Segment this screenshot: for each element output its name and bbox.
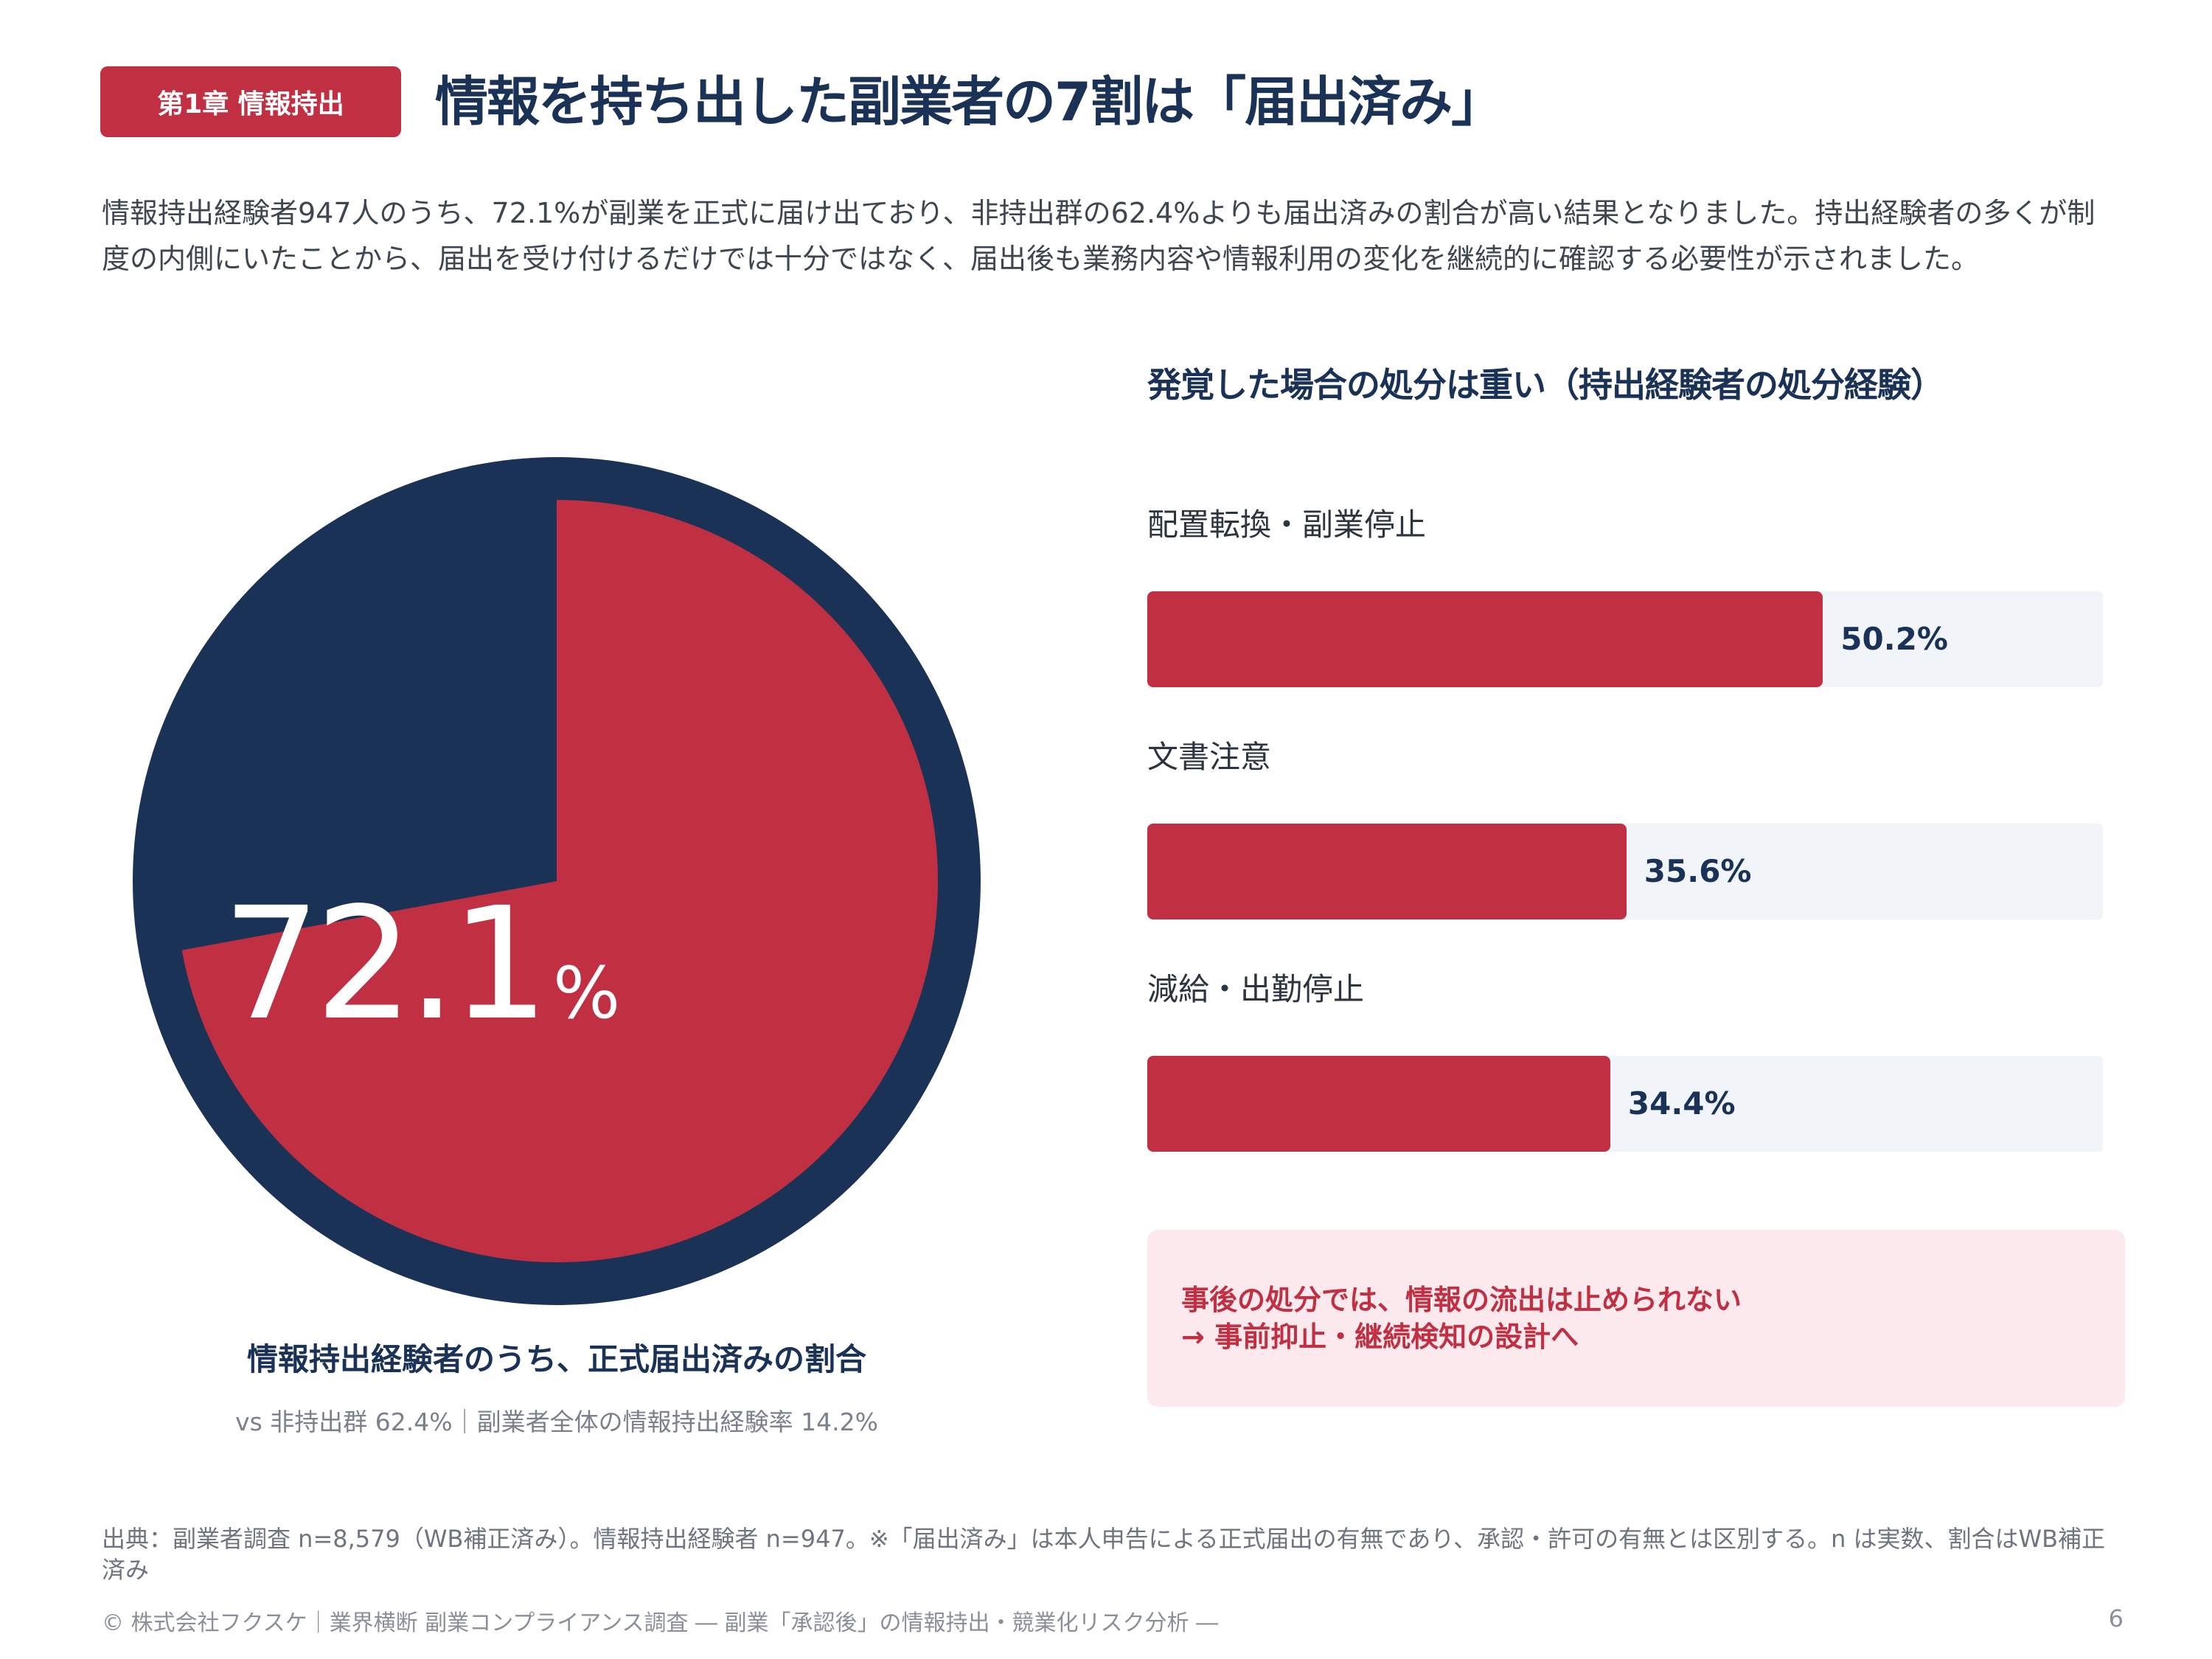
- bar-fill-transfer: [1147, 591, 1823, 687]
- callout-line-2: → 事前抑止・継続検知の設計へ: [1181, 1321, 1579, 1353]
- bar-track-transfer: 50.2%: [1147, 591, 2103, 687]
- pie-chart-svg: 72.1 %: [133, 457, 981, 1305]
- pie-caption: 情報持出経験者のうち、正式届出済みの割合: [246, 1341, 866, 1377]
- bar-value-pay-cut: 34.4%: [1627, 1085, 1736, 1121]
- bar-track-warning: 35.6%: [1147, 824, 2103, 919]
- page-title: 情報を持ち出した副業者の7割は「届出済み」: [435, 71, 1504, 133]
- bar-label-warning: 文書注意: [1147, 739, 1272, 775]
- pie-slice-unfiled: [175, 500, 557, 950]
- bar-value-transfer: 50.2%: [1840, 621, 1949, 657]
- key-message-callout: 事後の処分では、情報の流出は止められない → 事前抑止・継続検知の設計へ: [1147, 1230, 2125, 1407]
- bar-label-transfer: 配置転換・副業停止: [1147, 507, 1427, 543]
- pie-big-percentage: 72.1: [222, 874, 543, 1054]
- pie-big-percentage-unit: %: [553, 952, 620, 1034]
- callout-line-1: 事後の処分では、情報の流出は止められない: [1181, 1284, 1742, 1316]
- bar-chart-title: 発覚した場合の処分は重い（持出経験者の処分経験）: [1147, 365, 1944, 405]
- bar-track-pay-cut: 34.4%: [1147, 1056, 2103, 1152]
- pie-chart: 72.1 %: [133, 457, 981, 1305]
- bar-fill-warning: [1147, 824, 1627, 919]
- intro-paragraph: 情報持出経験者947人のうち、72.1%が副業を正式に届け出ており、非持出群の6…: [102, 197, 2096, 275]
- source-note: 出典：副業者調査 n=8,579（WB補正済み）。情報持出経験者 n=947。※…: [102, 1525, 2106, 1584]
- pie-slice-filed: [181, 500, 939, 1262]
- bar-label-pay-cut: 減給・出勤停止: [1147, 971, 1365, 1007]
- bar-fill-pay-cut: [1147, 1056, 1610, 1152]
- bar-value-warning: 35.6%: [1644, 853, 1752, 889]
- page-number: 6: [2108, 1604, 2124, 1632]
- footer-copyright: © 株式会社フクスケ｜業界横断 副業コンプライアンス調査 ― 副業「承認後」の情…: [102, 1610, 1219, 1636]
- chapter-badge: 第1章 情報持出: [100, 66, 401, 137]
- pie-subcaption: vs 非持出群 62.4%｜副業者全体の情報持出経験率 14.2%: [235, 1408, 878, 1436]
